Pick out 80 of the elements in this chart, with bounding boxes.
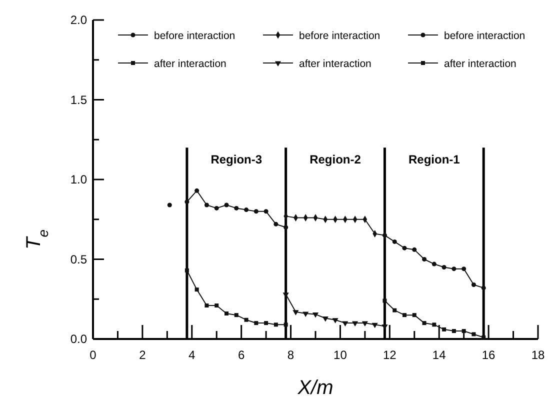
point [352,321,358,327]
point [244,208,249,212]
point [392,239,397,244]
point [412,247,417,252]
annotation: Region-3 [210,152,262,167]
point [274,322,278,327]
point [254,321,258,326]
y-tick-label: 0.5 [70,252,88,266]
point [284,322,288,327]
point [204,202,209,208]
point [382,298,387,303]
point [442,327,446,332]
x-tick-label: 12 [382,348,397,362]
point [264,209,268,214]
legend-label: before interaction [444,30,526,42]
x-tick-label: 0 [90,348,97,362]
point [422,321,426,326]
point [402,313,406,318]
point [482,335,486,340]
point [332,318,338,324]
point [284,225,288,230]
point [184,268,189,272]
point [274,222,278,226]
point [422,256,427,262]
point [342,321,348,327]
x-tick-label: 2 [139,348,146,362]
point [481,286,486,290]
x-tick-label: 8 [287,348,294,362]
point [322,316,328,322]
point [234,313,238,318]
point [382,324,388,330]
point [471,282,476,288]
point [302,312,309,317]
point [442,264,446,270]
point [372,322,378,328]
point [194,188,200,193]
point [254,209,258,214]
legend-label: after interaction [154,58,227,70]
point [462,266,466,272]
point [244,318,248,322]
point [472,332,476,336]
y-tick-label: 0.0 [70,332,88,346]
point [462,329,466,334]
point [392,308,397,312]
point [214,304,219,308]
legend-label: after interaction [299,58,372,70]
y-tick-label: 1.5 [70,92,88,107]
point [292,310,299,316]
point [167,202,172,208]
point [452,266,456,272]
point [452,329,456,334]
point [234,206,239,210]
point [204,304,209,308]
point [432,262,436,266]
point [402,246,407,250]
point [362,321,368,327]
x-axis-title: X/m [296,377,334,399]
point [224,202,229,208]
x-tick-label: 18 [531,348,545,362]
point [412,313,416,318]
x-tick-label: 6 [238,348,245,362]
point [224,311,228,316]
x-tick-label: 14 [432,348,446,362]
legend-label: before interaction [299,30,380,42]
x-tick-label: 16 [482,348,496,362]
point [264,321,268,326]
legend-label: before interaction [154,30,236,42]
point [194,288,199,292]
point [312,312,319,318]
point [214,206,219,210]
y-tick-label: 1.0 [70,172,88,186]
x-tick-label: 10 [334,348,348,362]
legend-label: after interaction [444,58,517,70]
annotation: Region-2 [310,152,362,167]
x-tick-label: 4 [188,348,196,362]
annotation: Region-1 [408,152,460,167]
point [282,292,289,298]
y-tick-label: 2.0 [70,13,88,27]
point [432,322,436,327]
point [184,200,190,204]
